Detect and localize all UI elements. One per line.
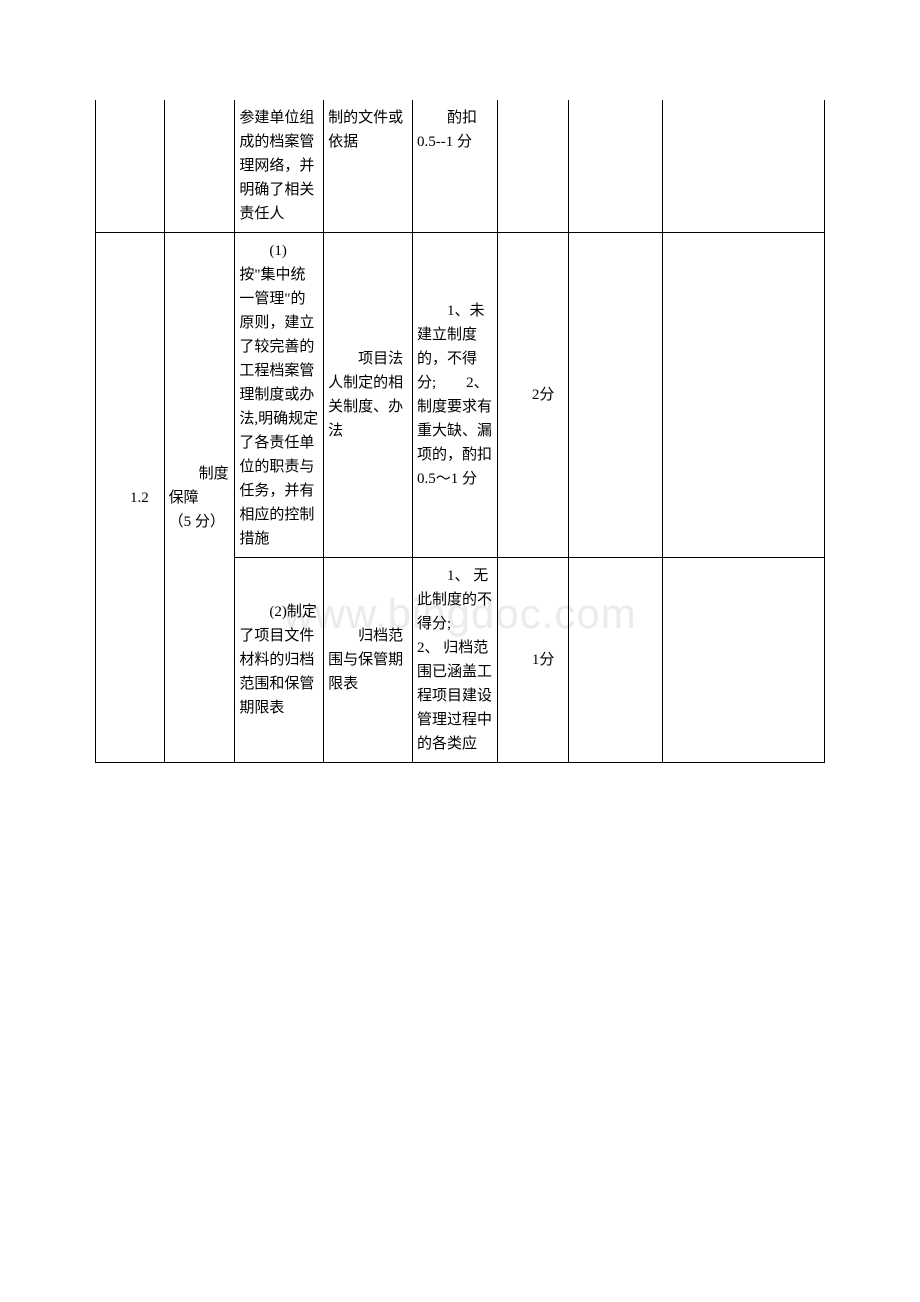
cell-r0-c3: 参建单位组成的档案管理网络，并明确了相关责任人	[235, 100, 324, 233]
cell-r1-c4b: 归档范围与保管期限表	[324, 558, 413, 763]
cell-r1-c2: 制度 保障 （5 分）	[164, 233, 235, 763]
cell-r1-c6a: 2分	[497, 233, 568, 558]
cell-r1-c3b: (2)制定了项目文件材料的归档范围和保管期限表	[235, 558, 324, 763]
cell-r0-c2	[164, 100, 235, 233]
cell-r1-c8a	[663, 233, 825, 558]
cell-r0-c8	[663, 100, 825, 233]
cell-r1-c5b: 1、 无此制度的不得分; 2、 归档范围已涵盖工程项目建设管理过程中的各类应	[413, 558, 498, 763]
cell-r0-c7	[568, 100, 663, 233]
cell-r1-c1: 1.2	[96, 233, 165, 763]
cell-r0-c1	[96, 100, 165, 233]
content-wrapper: 参建单位组成的档案管理网络，并明确了相关责任人 制的文件或依据 酌扣 0.5--…	[95, 100, 825, 763]
cell-r1-c8b	[663, 558, 825, 763]
cell-r1-c3a: (1)按"集中统一管理"的原则，建立了较完善的工程档案管理制度或办法,明确规定了…	[235, 233, 324, 558]
cell-r1-c4a: 项目法人制定的相关制度、办法	[324, 233, 413, 558]
cell-r0-c6	[497, 100, 568, 233]
cell-r1-c7a	[568, 233, 663, 558]
table-row: 1.2 制度 保障 （5 分） (1)按"集中统一管理"的原则，建立了较完善的工…	[96, 233, 825, 558]
cell-r0-c4: 制的文件或依据	[324, 100, 413, 233]
table-row: 参建单位组成的档案管理网络，并明确了相关责任人 制的文件或依据 酌扣 0.5--…	[96, 100, 825, 233]
cell-r0-c5: 酌扣 0.5--1 分	[413, 100, 498, 233]
cell-r1-c5a: 1、未建立制度的，不得分; 2、制度要求有重大缺、漏项的，酌扣 0.5～1 分	[413, 233, 498, 558]
cell-r1-c7b	[568, 558, 663, 763]
evaluation-table: 参建单位组成的档案管理网络，并明确了相关责任人 制的文件或依据 酌扣 0.5--…	[95, 100, 825, 763]
cell-r1-c6b: 1分	[497, 558, 568, 763]
